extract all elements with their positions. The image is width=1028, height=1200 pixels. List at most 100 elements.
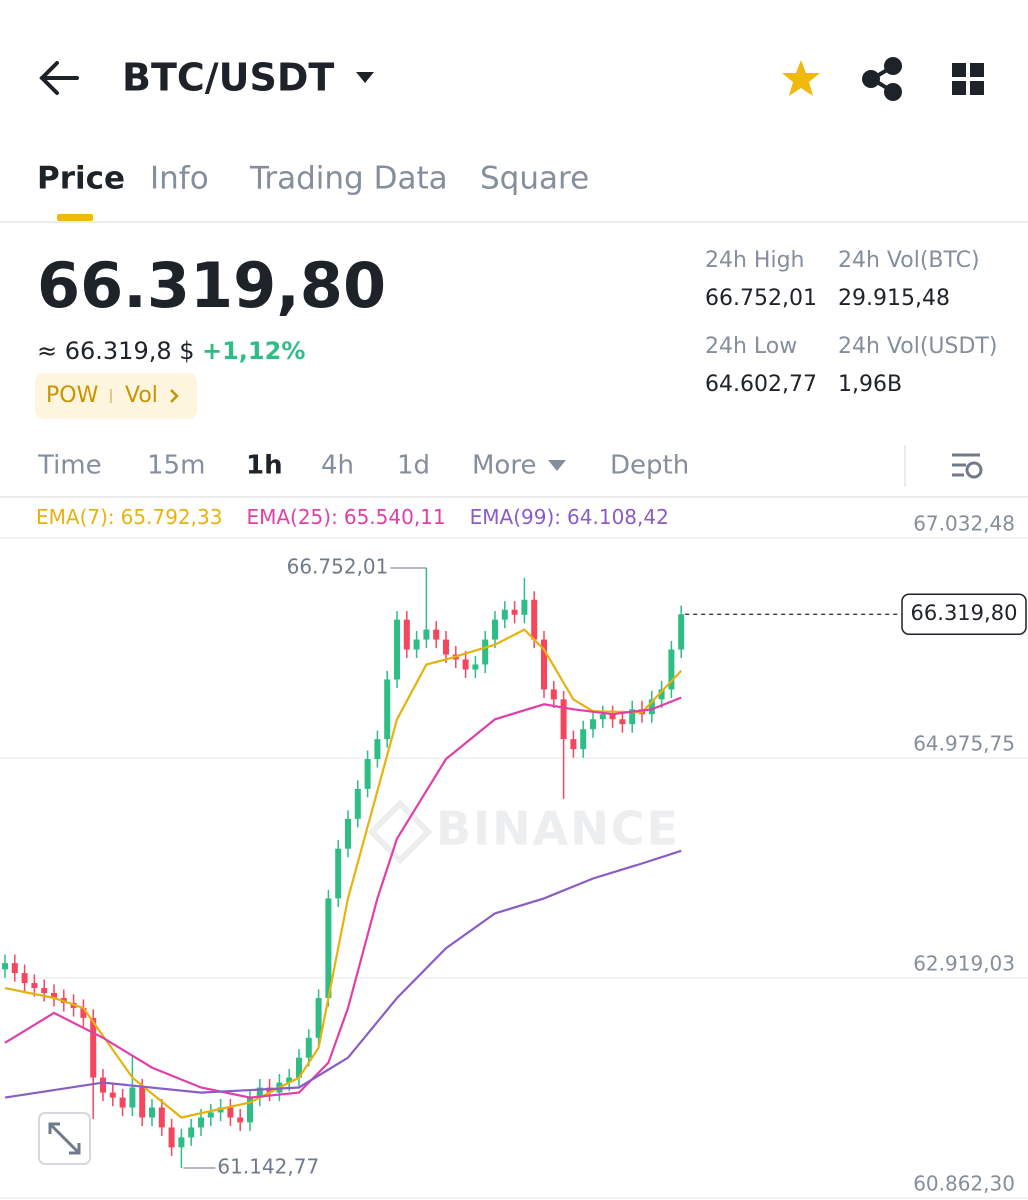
tab[interactable]: Info [150,161,209,197]
candle-body [511,609,518,615]
more-caret [548,460,566,471]
tab[interactable]: Price [37,161,125,197]
tab[interactable]: Square [480,161,589,197]
legend-item: EMA(25)65.540,11 [246,505,445,529]
candle-body [482,639,489,665]
annotation-label: 61.142,77 [217,1154,319,1178]
candle-body [658,689,665,700]
interval-tab[interactable]: Time [37,451,102,481]
watermark: BINANCE [436,802,680,856]
candle-body [158,1107,165,1128]
candle-body [178,1137,185,1148]
annotation-label: 66.752,01 [287,555,389,579]
expand-button[interactable] [38,1112,91,1165]
badge[interactable]: Vol [125,383,158,408]
stat-label: 24h Vol(BTC) [838,248,980,273]
candle-body [119,1097,126,1108]
layout-button[interactable] [952,63,984,95]
candle-body [31,983,38,989]
legend-name: EMA(7) [36,505,121,529]
candle-body [374,739,381,760]
candle-body [325,898,332,999]
legend-value: 65.792,33 [120,505,223,529]
candle-body [11,963,18,974]
y-tick-label: 67.032,48 [913,512,1015,536]
candle-body [139,1087,146,1118]
candle-body [423,629,430,640]
stat-value: 66.752,01 [705,286,817,311]
pair-title[interactable]: BTC/USDT [122,56,334,100]
stat-label: 24h Vol(USDT) [838,334,997,359]
candle-body [256,1087,263,1098]
candle-body [609,714,616,720]
candle-body [472,664,479,670]
tab[interactable]: Trading Data [249,161,448,197]
share-button[interactable] [862,57,902,101]
candle-body [305,1037,312,1058]
interval-tab[interactable]: More [472,451,536,481]
ema-line [4,849,682,1099]
candle-body [570,739,577,750]
candle-body [648,699,655,715]
y-tick-label: 62.919,03 [913,951,1015,975]
candle-body [394,619,400,680]
candle-body [492,619,498,640]
favorite-star[interactable] [782,60,820,96]
candle-body [188,1127,195,1138]
interval-tab[interactable]: 1d [397,451,430,481]
stat-label: 24h High [705,248,805,273]
candle-body [100,1077,106,1093]
candle-body [521,599,528,615]
stat-value: 29.915,48 [838,286,950,311]
candle-body [413,639,420,650]
badge-chevron [170,389,179,403]
candle-body [296,1057,302,1078]
candle-body [501,609,508,620]
interval-tab[interactable]: Depth [610,451,689,481]
candle-body [443,639,449,655]
pair-dropdown[interactable] [356,72,374,83]
badge[interactable]: POW [46,383,99,408]
candle-body [335,848,342,899]
candle-body [560,699,567,740]
ema-line [4,628,683,1119]
candle-body [315,998,322,1038]
ema-legend: EMA(7)65.792,33 EMA(25)65.540,11 EMA(99)64… [36,505,669,529]
candle-body [462,659,469,670]
last-price-label: 66.319,80 [911,601,1018,625]
candle-body [237,1117,244,1123]
candle-body [531,599,538,640]
interval-tab[interactable]: 1h [246,451,283,481]
candle-body [41,988,48,993]
candle-body [80,1007,87,1018]
y-tick-label: 60.862,30 [913,1172,1015,1196]
candle-body [149,1107,155,1118]
candle-body [21,973,28,984]
interval-tab[interactable]: 15m [147,451,205,481]
candle-body [403,619,410,650]
candle-body [668,649,675,690]
interval-tab[interactable]: 4h [321,451,354,481]
candle-body [286,1077,293,1083]
candle-body [247,1097,253,1123]
candle-body [541,639,547,690]
stat-value: 1,96B [838,372,902,397]
last-price-tag [901,593,1027,635]
candle-body [580,729,587,750]
back-button[interactable] [39,61,79,95]
price-change: +1,12% [202,337,305,365]
settings-button[interactable] [952,453,983,479]
candle-body [433,629,440,640]
legend-value: 65.540,11 [343,505,446,529]
stat-value: 64.602,77 [705,372,817,397]
legend-item: EMA(7)65.792,33 [36,505,222,529]
candle-body [384,679,391,740]
ema-line [4,696,682,1099]
badge-box[interactable] [35,373,197,419]
candle-body [550,689,557,700]
y-tick-label: 64.975,75 [913,732,1015,756]
candle-body [590,719,596,730]
candle-body [51,992,57,999]
